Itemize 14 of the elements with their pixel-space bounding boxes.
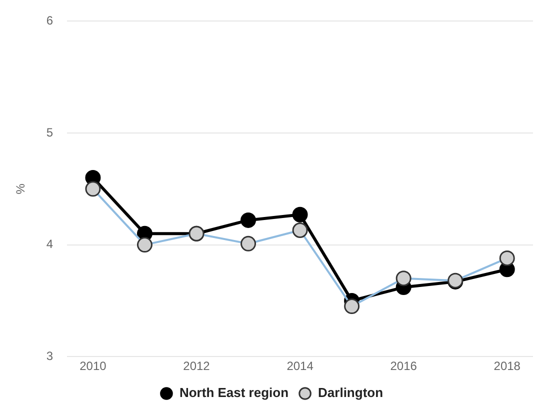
x-tick-label: 2012 (183, 359, 210, 374)
legend-label: Darlington (318, 385, 384, 400)
y-tick-label: 4 (46, 237, 54, 252)
x-tick-label: 2016 (390, 359, 418, 374)
point (240, 212, 256, 228)
x-tick-label: 2014 (286, 359, 314, 374)
y-tick-label: 3 (46, 348, 54, 363)
y-tick-label: 6 (46, 14, 54, 28)
y-axis-title: % (14, 183, 28, 194)
y-tick-label: 5 (46, 125, 54, 140)
legend-label: North East region (179, 385, 289, 400)
x-tick-label: 2010 (80, 359, 107, 374)
x-tick-label: 2018 (494, 359, 521, 374)
point (292, 206, 308, 222)
